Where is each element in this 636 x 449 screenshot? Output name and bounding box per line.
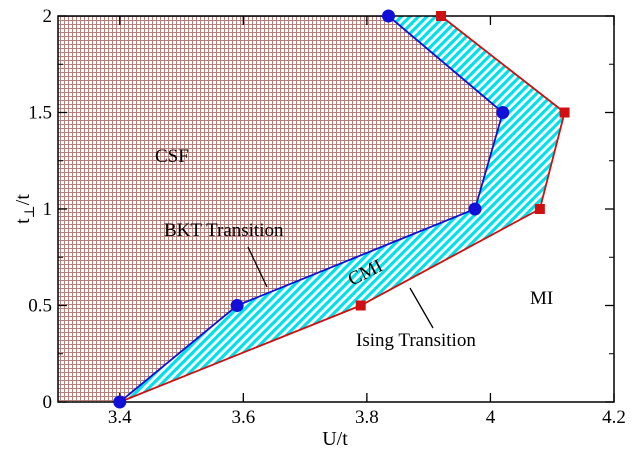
x-axis-label: U/t [322, 428, 348, 449]
marker-bkt-1 [230, 299, 244, 312]
x-tick-label-1: 3.6 [231, 407, 255, 428]
y-axis-label-main: t [12, 218, 34, 224]
y-axis-label-sub: ⊥ [23, 205, 38, 218]
x-tick-label-0: 3.4 [108, 407, 132, 428]
x-tick-label-2: 3.8 [355, 407, 379, 428]
region-label-mi: MI [530, 288, 553, 309]
marker-ising-4 [436, 11, 447, 21]
annotation-ising-pointer [409, 287, 434, 329]
y-tick-label-3: 1.5 [28, 103, 52, 124]
svg-text:t⊥/t: t⊥/t [12, 194, 38, 224]
y-tick-label-0: 0 [43, 392, 53, 413]
marker-ising-1 [355, 300, 366, 311]
y-tick-label-1: 0.5 [28, 296, 52, 317]
y-tick-label-2: 1 [43, 199, 53, 220]
annotation-ising-transition: Ising Transition [356, 330, 476, 351]
y-axis-label-rest: /t [12, 194, 34, 206]
marker-ising-3 [559, 107, 570, 118]
region-csf [58, 16, 503, 402]
region-label-csf: CSF [155, 146, 189, 167]
x-tick-label-3: 4 [486, 407, 496, 428]
annotation-bkt-pointer [247, 246, 268, 288]
annotation-bkt-transition: BKT Transition [164, 220, 284, 241]
y-axis-label: t⊥/t [12, 194, 38, 224]
marker-bkt-0 [113, 395, 127, 409]
marker-bkt-4 [382, 9, 396, 23]
marker-ising-2 [534, 204, 545, 214]
marker-bkt-2 [468, 202, 482, 216]
y-tick-label-4: 2 [43, 6, 53, 27]
x-tick-label-4: 4.2 [602, 407, 626, 428]
marker-bkt-3 [496, 106, 510, 119]
